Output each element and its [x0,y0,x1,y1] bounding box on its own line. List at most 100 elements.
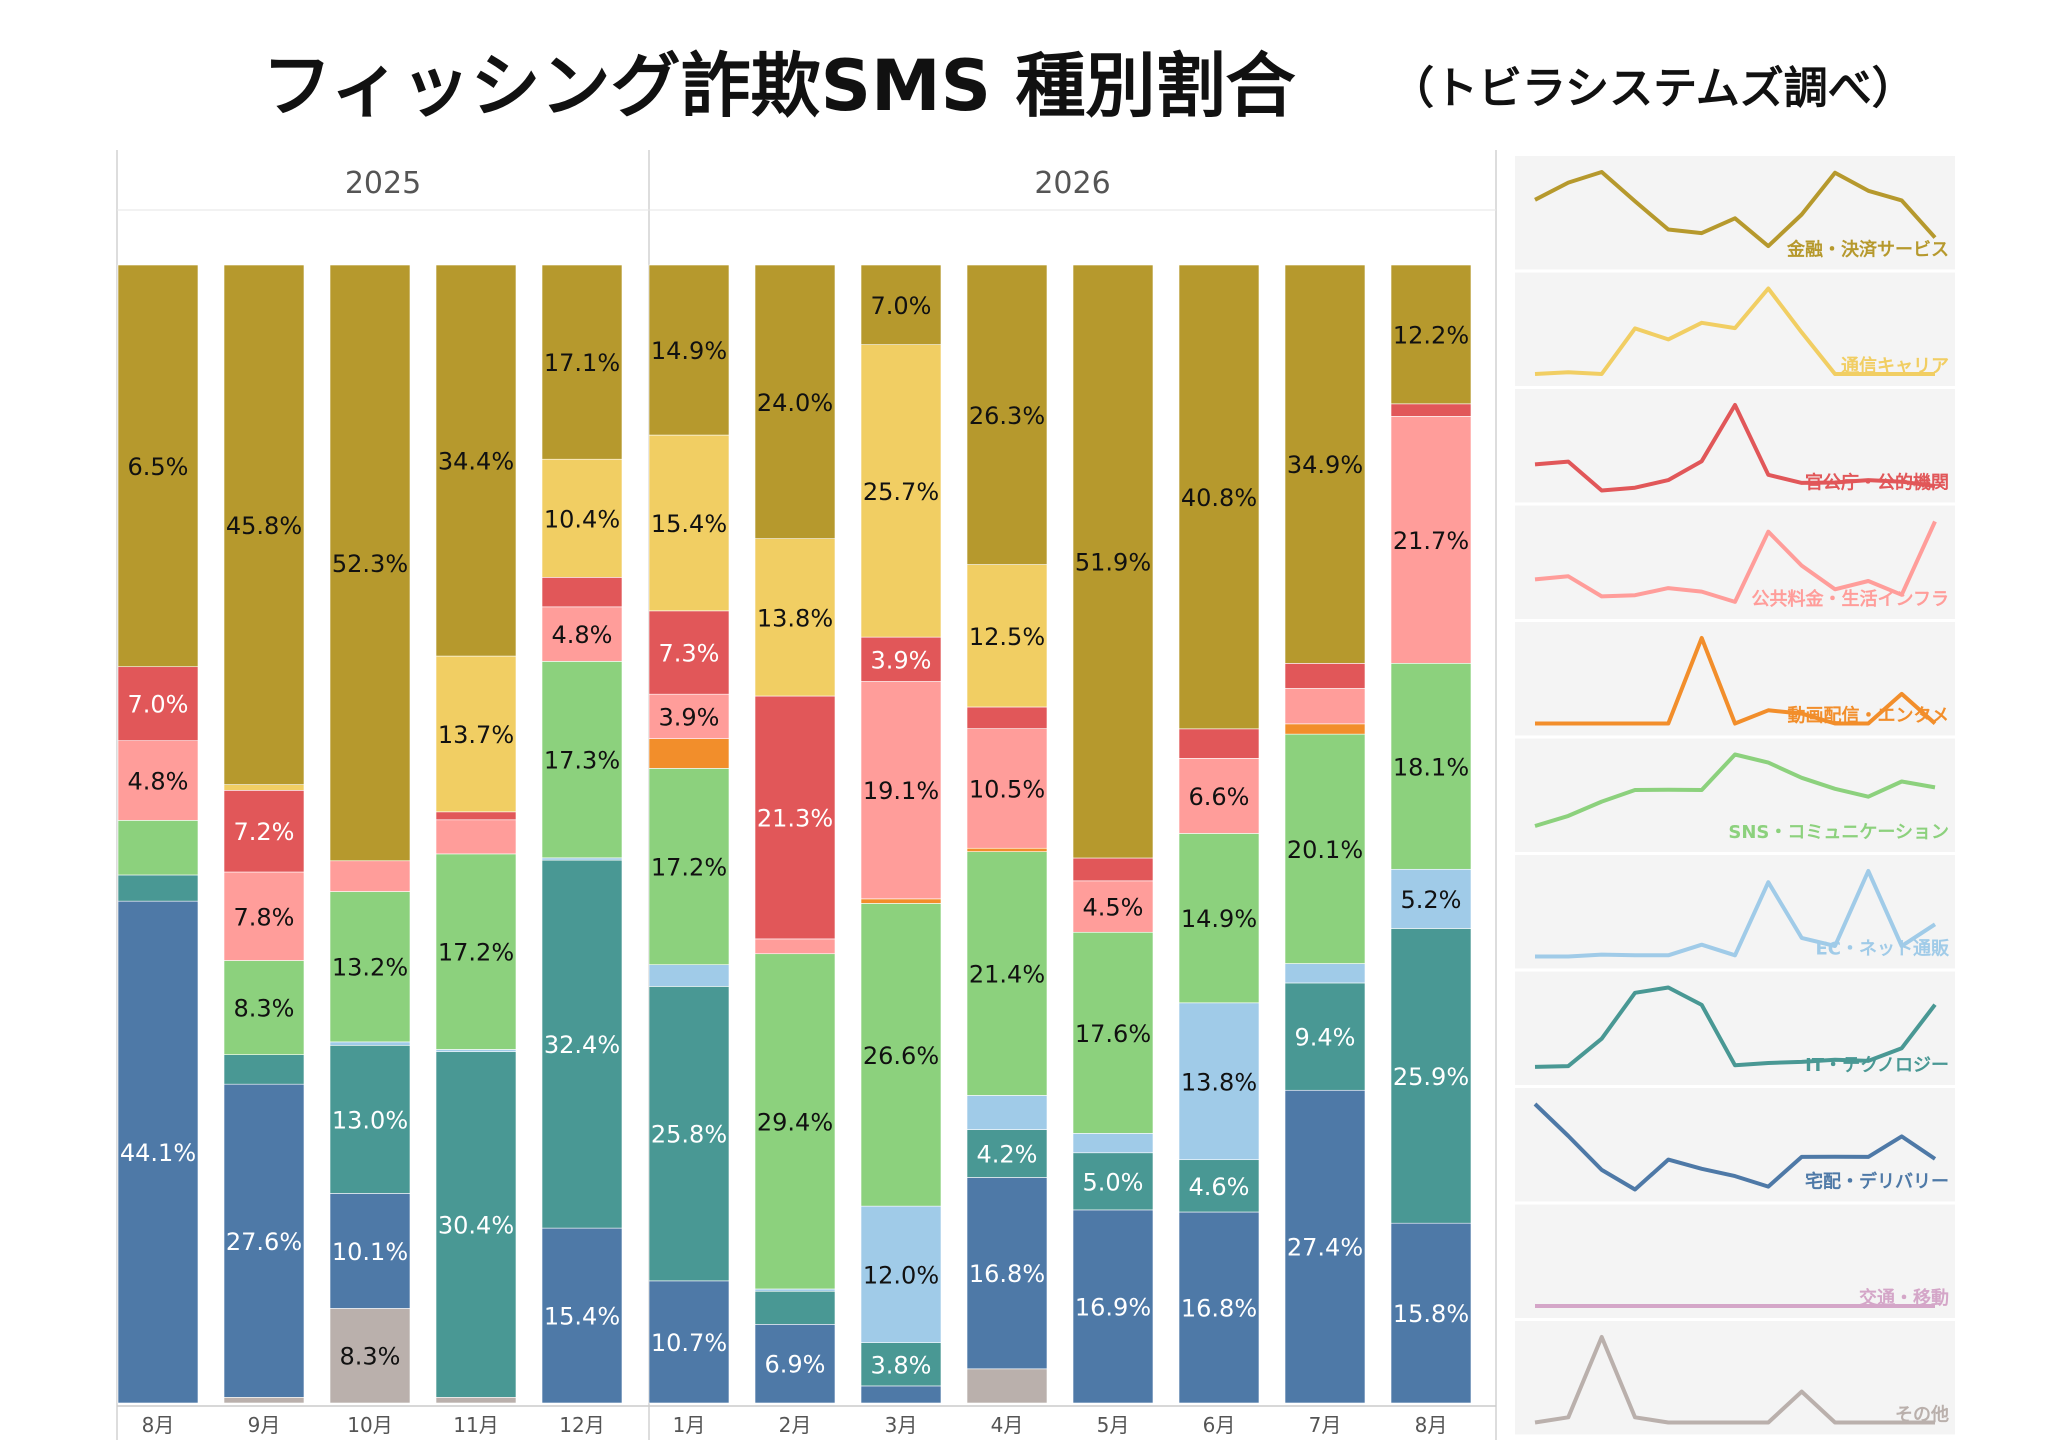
data-label: 5.2% [1401,886,1462,914]
data-label: 13.0% [332,1106,408,1134]
bar-segment [966,847,1048,852]
bars-layer [117,264,1472,1404]
data-label: 45.8% [226,512,302,540]
sparkline [1534,403,1936,493]
legend-label: SNS・コミュニケーション [1728,822,1949,843]
bar-segment [860,636,942,682]
bar-segment [1178,1159,1260,1213]
sparkline-panel [1515,1321,1955,1435]
bar-segment [329,860,411,892]
x-tick-label: 5月 [1097,1413,1130,1437]
bar-segment [754,1288,836,1292]
bar-segment [648,986,730,1282]
bar-segment [1390,264,1472,405]
data-label: 21.4% [969,961,1045,989]
bar-segment [966,264,1048,565]
sparkline [1534,170,1937,249]
bar-segment [1178,264,1260,730]
data-label: 13.2% [332,954,408,982]
data-label: 6.6% [1189,783,1250,811]
bar-segment [1072,264,1154,859]
bar-segment [329,1041,411,1046]
data-label: 7.2% [234,818,295,846]
data-label: 8.3% [234,995,295,1023]
legend-label: 官公庁・公的機関 [1805,472,1949,494]
bar-segment [223,1083,305,1398]
data-label: 9.4% [1295,1024,1356,1052]
bar-segment [435,853,517,1050]
x-tick-label: 8月 [142,1413,175,1437]
sparkline [1534,752,1936,828]
data-label: 19.1% [863,777,939,805]
bar-segment [329,1193,411,1309]
data-label: 21.7% [1393,527,1469,555]
bar-segment [435,1051,517,1398]
bar-segment [1178,833,1260,1004]
bar-segment [754,953,836,1290]
bar-segment [1390,868,1472,929]
data-labels-layer: 44.1% 4.8% 7.0% 6.5% 27.6% 8.3% 7.8% 7.2% 45.8% 8… [120,292,1469,1379]
data-label: 34.9% [1287,451,1363,479]
data-label: 10.1% [332,1238,408,1266]
data-label: 40.8% [1181,484,1257,512]
bar-segment [1072,1133,1154,1154]
legend-label: EC・ネット通販 [1815,939,1950,960]
year-header-2026: 2026 [1034,166,1110,201]
data-label: 52.3% [332,550,408,578]
bar-segment [117,820,199,876]
data-label: 17.1% [544,349,620,377]
data-label: 10.7% [651,1329,727,1357]
bar-segment [435,1049,517,1053]
bar-segment [329,264,411,862]
bar-segment [541,1227,623,1404]
legend-label: 公共料金・生活インフラ [1752,588,1949,610]
bar-segment [648,264,730,436]
chart-subtitle: （トビラシステムズ調べ） [1390,63,1916,114]
bar-segment [648,693,730,739]
data-label: 3.8% [871,1351,932,1379]
data-label: 12.5% [969,623,1045,651]
data-label: 15.8% [1393,1300,1469,1328]
data-label: 26.3% [969,402,1045,430]
bar-segment [966,1368,1048,1404]
bar-segment [1284,688,1366,725]
bar-segment [117,666,199,741]
chart-title-area: フィッシング詐欺SMS 種別割合 （トビラシステムズ調べ） [0,36,2060,136]
data-label: 27.4% [1287,1234,1363,1262]
data-label: 16.9% [1075,1293,1151,1321]
data-label: 17.6% [1075,1020,1151,1048]
sparkline [1533,1102,1937,1192]
bar-segment [860,1205,942,1343]
x-tick-label: 10月 [347,1413,392,1437]
bar-segment [1390,662,1472,870]
data-label: 3.9% [871,646,932,674]
x-tick-label: 11月 [453,1413,498,1437]
bar-segment [1390,403,1472,417]
sparkline [1534,1335,1935,1425]
bar-segment [1072,931,1154,1134]
data-label: 15.4% [544,1303,620,1331]
bar-segment [1390,928,1472,1224]
x-tick-label: 7月 [1309,1413,1342,1437]
data-label: 44.1% [120,1139,196,1167]
data-label: 17.3% [544,747,620,775]
data-label: 4.6% [1189,1173,1250,1201]
bar-segment [966,1129,1048,1178]
data-label: 7.0% [128,691,189,719]
legend-label: 通信キャリア [1841,355,1949,377]
bar-segment [223,790,305,873]
sparkline [1534,985,1937,1069]
data-label: 14.9% [651,337,727,365]
bar-segment [754,938,836,955]
data-label: 10.5% [969,775,1045,803]
sparkline-panel [1515,1204,1955,1318]
bar-segment [329,891,411,1043]
chart-title: フィッシング詐欺SMS 種別割合 [262,45,1296,127]
bar-segment [435,811,517,821]
bar-segment [1072,1152,1154,1211]
bar-segment [860,903,942,1207]
bar-segment [541,606,623,662]
x-tick-label: 8月 [1415,1413,1448,1437]
bar-segment [329,1308,411,1404]
bar-segment [117,874,199,902]
